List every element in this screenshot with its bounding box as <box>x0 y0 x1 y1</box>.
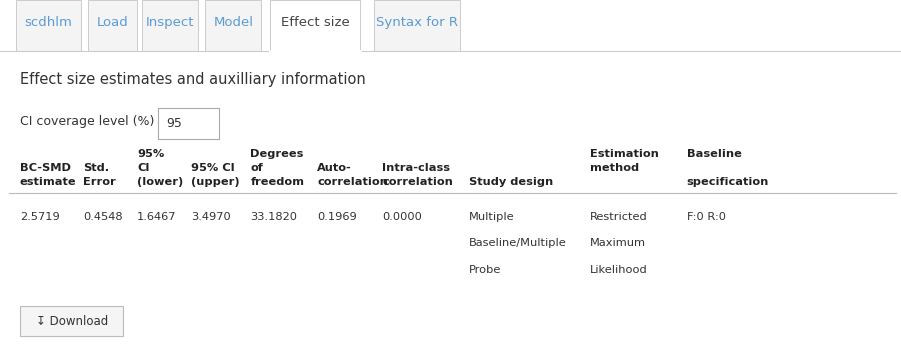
Text: Inspect: Inspect <box>146 16 195 29</box>
Text: correlation: correlation <box>317 177 388 187</box>
Text: Estimation: Estimation <box>590 149 659 158</box>
Text: Baseline: Baseline <box>687 149 742 158</box>
Text: Intra-class: Intra-class <box>382 163 450 173</box>
Text: Maximum: Maximum <box>590 238 646 248</box>
Text: 95%: 95% <box>137 149 164 158</box>
Text: CI: CI <box>137 163 150 173</box>
Text: 1.6467: 1.6467 <box>137 212 177 222</box>
Text: 0.4548: 0.4548 <box>83 212 123 222</box>
Text: specification: specification <box>687 177 769 187</box>
Text: estimate: estimate <box>20 177 77 187</box>
Text: CI coverage level (%): CI coverage level (%) <box>20 115 154 128</box>
Text: correlation: correlation <box>382 177 453 187</box>
Text: 3.4970: 3.4970 <box>191 212 231 222</box>
Text: ↧ Download: ↧ Download <box>35 315 108 328</box>
Text: Effect size: Effect size <box>281 16 350 29</box>
Text: 33.1820: 33.1820 <box>250 212 297 222</box>
Text: F:0 R:0: F:0 R:0 <box>687 212 725 222</box>
Text: 95: 95 <box>167 117 183 130</box>
FancyBboxPatch shape <box>16 0 81 51</box>
Text: Auto-: Auto- <box>317 163 352 173</box>
Text: Std.: Std. <box>83 163 109 173</box>
Text: scdhlm: scdhlm <box>24 16 73 29</box>
FancyBboxPatch shape <box>270 0 360 51</box>
Text: 0.0000: 0.0000 <box>382 212 422 222</box>
FancyBboxPatch shape <box>374 0 460 51</box>
Bar <box>158 108 219 139</box>
Text: Study design: Study design <box>469 177 553 187</box>
Text: freedom: freedom <box>250 177 305 187</box>
Text: Restricted: Restricted <box>590 212 648 222</box>
Text: method: method <box>590 163 640 173</box>
Text: BC-SMD: BC-SMD <box>20 163 71 173</box>
Text: of: of <box>250 163 263 173</box>
Text: Model: Model <box>214 16 253 29</box>
Text: Degrees: Degrees <box>250 149 304 158</box>
Text: 2.5719: 2.5719 <box>20 212 59 222</box>
Text: Effect size estimates and auxilliary information: Effect size estimates and auxilliary inf… <box>20 72 366 87</box>
Text: Likelihood: Likelihood <box>590 265 648 275</box>
Text: Probe: Probe <box>469 265 501 275</box>
Text: 95% CI: 95% CI <box>191 163 235 173</box>
Text: Load: Load <box>96 16 129 29</box>
Text: (upper): (upper) <box>191 177 240 187</box>
Bar <box>20 306 123 336</box>
Text: Multiple: Multiple <box>469 212 514 222</box>
FancyBboxPatch shape <box>205 0 261 51</box>
FancyBboxPatch shape <box>142 0 198 51</box>
Text: Baseline/Multiple: Baseline/Multiple <box>469 238 566 248</box>
Text: (lower): (lower) <box>137 177 183 187</box>
Text: Error: Error <box>83 177 115 187</box>
Text: Syntax for R: Syntax for R <box>376 16 458 29</box>
Text: 0.1969: 0.1969 <box>317 212 357 222</box>
FancyBboxPatch shape <box>88 0 137 51</box>
